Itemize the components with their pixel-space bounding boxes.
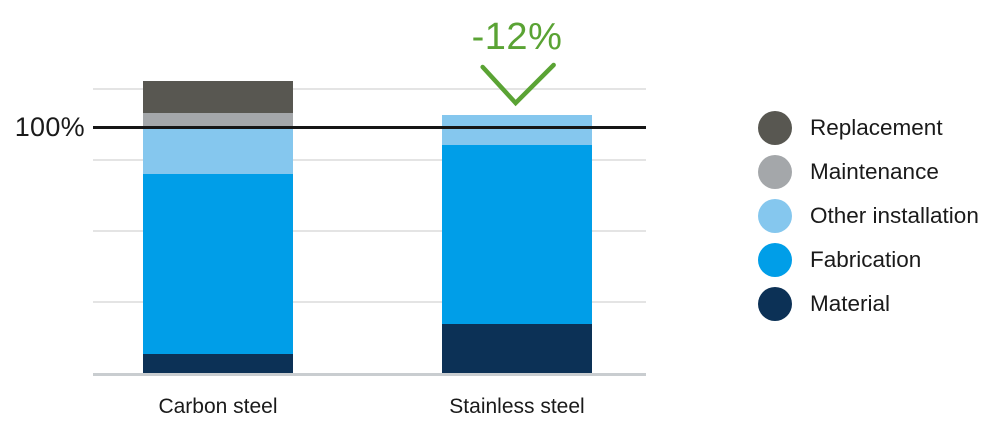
segment-fabrication-stainless-steel	[442, 144, 592, 325]
segment-material-stainless-steel	[442, 324, 592, 374]
gridline	[93, 301, 646, 303]
chevron-down-icon	[480, 62, 557, 107]
legend-swatch-replacement	[758, 111, 792, 145]
reference-line-label: 100%	[14, 111, 85, 142]
legend-swatch-material	[758, 287, 792, 321]
segment-replacement-carbon-steel	[143, 80, 293, 113]
legend-swatch-maintenance	[758, 155, 792, 189]
legend: Replacement Maintenance Other installation…	[758, 111, 979, 331]
legend-item-other-installation: Other installation	[758, 199, 979, 233]
legend-label: Fabrication	[810, 247, 922, 272]
legend-item-fabrication: Fabrication	[758, 243, 979, 277]
x-axis-line	[93, 373, 646, 376]
gridline	[93, 159, 646, 161]
savings-annotation: -12%	[471, 16, 563, 108]
legend-item-material: Material	[758, 287, 979, 321]
legend-swatch-fabrication	[758, 243, 792, 277]
savings-annotation-text: -12%	[471, 16, 563, 58]
legend-label: Material	[810, 291, 891, 316]
gridline	[93, 230, 646, 232]
legend-label: Replacement	[810, 115, 943, 140]
category-label-stainless-steel: Stainless steel	[449, 395, 585, 418]
legend-label: Other installation	[810, 203, 979, 228]
segment-material-carbon-steel	[143, 353, 293, 374]
reference-line-100pct	[93, 126, 646, 129]
gridline	[93, 88, 646, 90]
segment-other-installation-carbon-steel	[143, 127, 293, 175]
category-label-carbon-steel: Carbon steel	[158, 395, 278, 418]
legend-swatch-other-installation	[758, 199, 792, 233]
legend-item-replacement: Replacement	[758, 111, 979, 145]
legend-label: Maintenance	[810, 159, 939, 184]
legend-item-maintenance: Maintenance	[758, 155, 979, 189]
segment-other-installation-stainless-steel	[442, 115, 592, 145]
segment-maintenance-carbon-steel	[143, 112, 293, 128]
segment-fabrication-carbon-steel	[143, 174, 293, 354]
